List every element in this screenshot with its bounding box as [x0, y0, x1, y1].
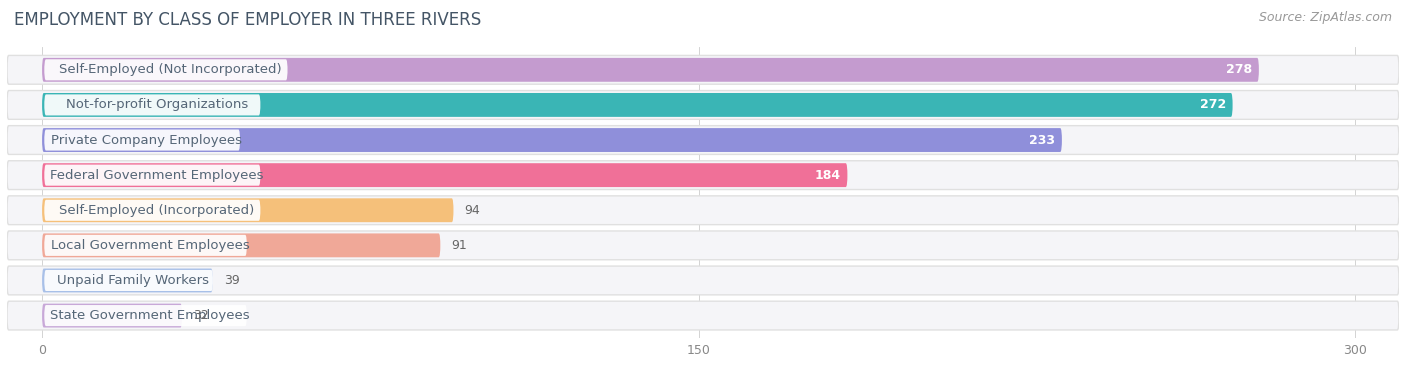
- Text: State Government Employees: State Government Employees: [51, 309, 250, 322]
- FancyBboxPatch shape: [42, 198, 454, 222]
- FancyBboxPatch shape: [42, 93, 1233, 117]
- FancyBboxPatch shape: [7, 301, 1399, 330]
- FancyBboxPatch shape: [7, 55, 1399, 84]
- Text: 278: 278: [1226, 63, 1253, 76]
- FancyBboxPatch shape: [44, 200, 260, 221]
- Text: Federal Government Employees: Federal Government Employees: [51, 169, 263, 182]
- Text: Not-for-profit Organizations: Not-for-profit Organizations: [66, 99, 247, 111]
- FancyBboxPatch shape: [42, 58, 1258, 82]
- Text: Source: ZipAtlas.com: Source: ZipAtlas.com: [1258, 11, 1392, 24]
- Text: Unpaid Family Workers: Unpaid Family Workers: [58, 274, 209, 287]
- Text: 91: 91: [451, 239, 467, 252]
- FancyBboxPatch shape: [44, 165, 260, 186]
- Text: 184: 184: [814, 169, 841, 182]
- FancyBboxPatch shape: [44, 270, 212, 291]
- FancyBboxPatch shape: [44, 94, 260, 115]
- FancyBboxPatch shape: [7, 91, 1399, 119]
- Text: 32: 32: [193, 309, 209, 322]
- Text: 272: 272: [1199, 99, 1226, 111]
- Text: 39: 39: [224, 274, 239, 287]
- FancyBboxPatch shape: [7, 196, 1399, 224]
- FancyBboxPatch shape: [44, 59, 288, 80]
- Text: Local Government Employees: Local Government Employees: [51, 239, 249, 252]
- FancyBboxPatch shape: [7, 126, 1399, 155]
- FancyBboxPatch shape: [7, 161, 1399, 190]
- FancyBboxPatch shape: [44, 305, 247, 326]
- FancyBboxPatch shape: [44, 129, 240, 150]
- FancyBboxPatch shape: [42, 304, 183, 327]
- Text: 233: 233: [1029, 133, 1056, 147]
- Text: Self-Employed (Incorporated): Self-Employed (Incorporated): [59, 204, 254, 217]
- FancyBboxPatch shape: [42, 128, 1062, 152]
- Text: Private Company Employees: Private Company Employees: [51, 133, 242, 147]
- FancyBboxPatch shape: [7, 231, 1399, 260]
- Text: EMPLOYMENT BY CLASS OF EMPLOYER IN THREE RIVERS: EMPLOYMENT BY CLASS OF EMPLOYER IN THREE…: [14, 11, 481, 29]
- FancyBboxPatch shape: [42, 268, 212, 293]
- FancyBboxPatch shape: [42, 163, 848, 187]
- FancyBboxPatch shape: [44, 235, 247, 256]
- FancyBboxPatch shape: [7, 266, 1399, 295]
- Text: Self-Employed (Not Incorporated): Self-Employed (Not Incorporated): [59, 63, 281, 76]
- Text: 94: 94: [464, 204, 481, 217]
- FancyBboxPatch shape: [42, 233, 440, 257]
